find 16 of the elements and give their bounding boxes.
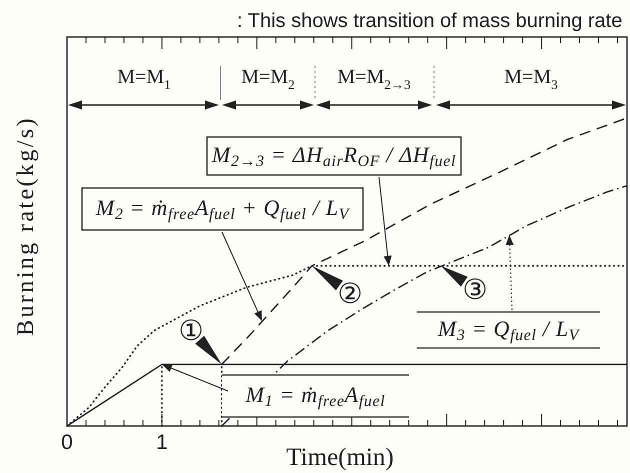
x-axis-title: Time(min)	[286, 444, 394, 471]
x-tick-label: 0	[61, 431, 73, 454]
annotation: M$_{2→3}$ = ΔH$_{air}$R$_{OF}$ / ΔH$_{fuel}$	[210, 142, 456, 170]
annotation: M$_{1}$ = ṁ$_{free}$A$_{fuel}$	[244, 382, 386, 410]
y-axis-title: Burning rate(kg/s)	[13, 116, 39, 336]
text: M=M$_{2}$	[241, 66, 295, 92]
chart-title: : This shows transition of mass burning rate	[237, 10, 622, 32]
annotation: ①	[178, 314, 204, 347]
text: M$_{2}$ = ṁ$_{free}$A$_{fuel}$ + Q$_{fuel}$ / L$_{V}$	[96, 195, 350, 224]
annotation: ②	[337, 277, 363, 310]
annotation: ③	[462, 273, 488, 306]
text: M=M$_{2→3}$	[337, 66, 412, 92]
text: M=M$_{3}$	[504, 66, 558, 92]
annotation: M$_{3}$ = Q$_{fuel}$ / L$_{V}$	[436, 316, 581, 344]
x-tick-label: 1	[156, 431, 168, 454]
text: M=M$_{1}$	[117, 66, 171, 92]
